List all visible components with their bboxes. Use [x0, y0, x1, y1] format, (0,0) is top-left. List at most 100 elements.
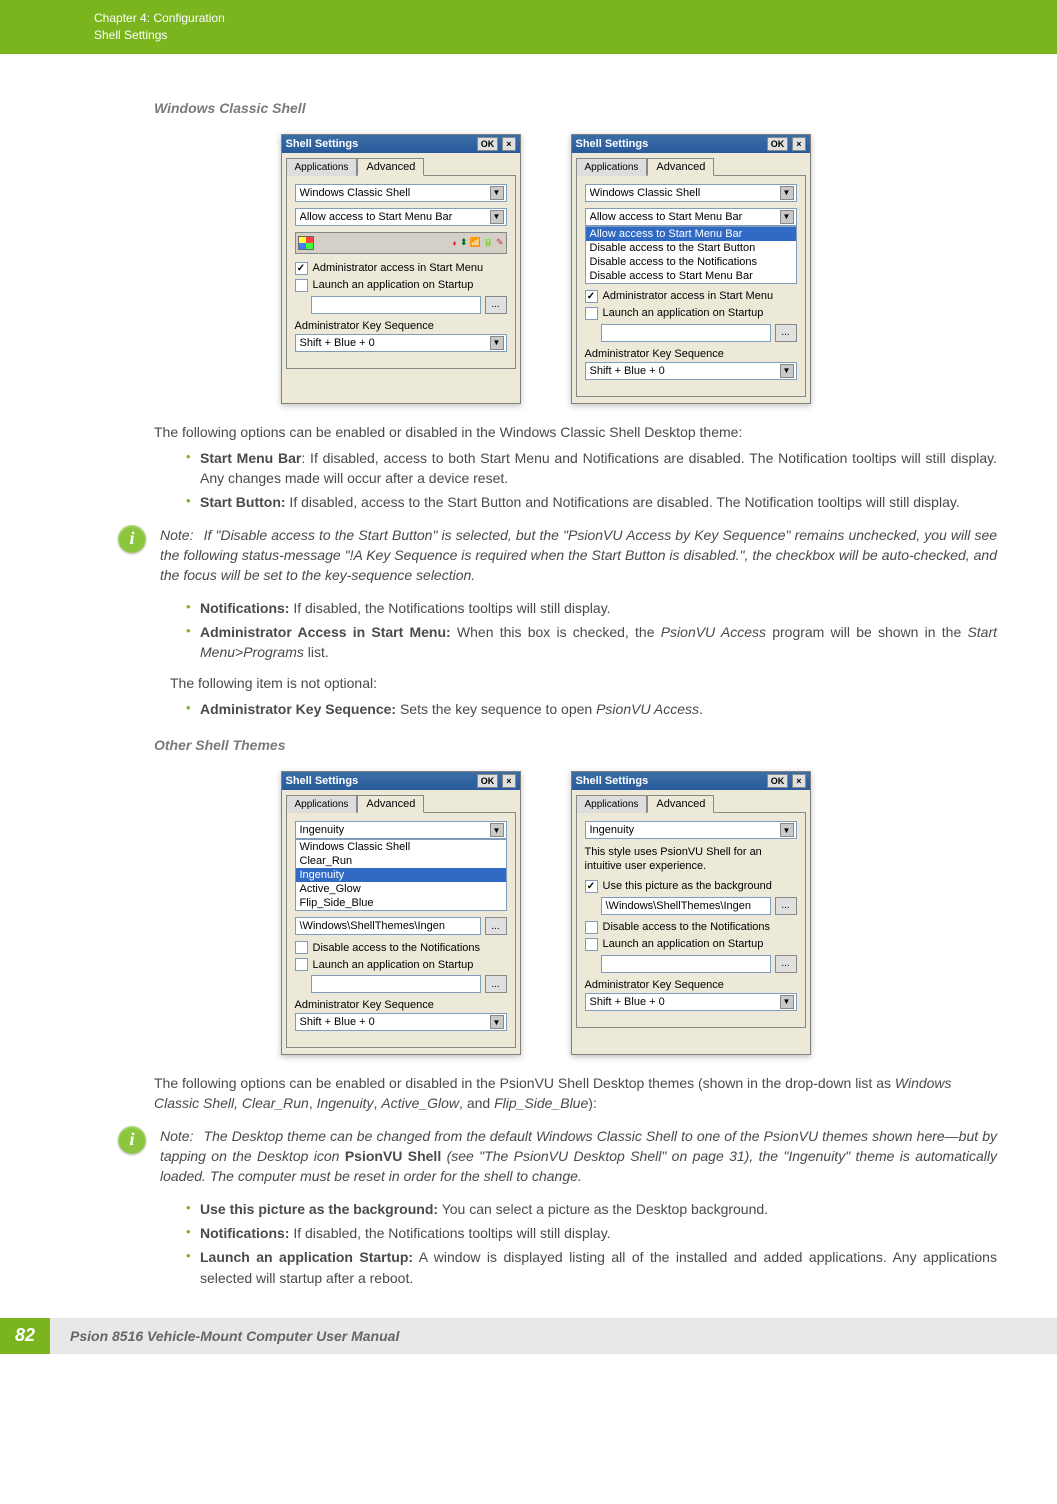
tab-applications[interactable]: Applications [286, 795, 358, 813]
close-button[interactable]: × [502, 137, 515, 151]
note-text: If "Disable access to the Start Button" … [160, 527, 997, 584]
chapter-label: Chapter 4: Configuration [94, 10, 1057, 27]
bullet-item: Administrator Access in Start Menu: When… [186, 622, 997, 663]
checkbox-launch[interactable] [585, 307, 598, 320]
tab-applications[interactable]: Applications [286, 158, 358, 176]
shell-select[interactable]: Ingenuity▼ [585, 821, 797, 839]
keyseq-select[interactable]: Shift + Blue + 0▼ [585, 993, 797, 1011]
titlebar: Shell Settings OK × [572, 135, 810, 153]
tab-applications[interactable]: Applications [576, 795, 648, 813]
page-header: Chapter 4: Configuration Shell Settings [0, 0, 1057, 54]
startup-app-input[interactable] [311, 296, 481, 314]
checkbox-launch[interactable] [295, 958, 308, 971]
checkbox-notif[interactable] [295, 941, 308, 954]
ok-button[interactable]: OK [767, 137, 789, 151]
browse-button[interactable]: ... [775, 955, 797, 973]
checkbox-admin-label: Administrator access in Start Menu [313, 262, 484, 274]
access-select[interactable]: Allow access to Start Menu Bar▼ [585, 208, 797, 226]
checkbox-admin[interactable]: ✓ [585, 290, 598, 303]
bullet-item: Administrator Key Sequence: Sets the key… [186, 699, 997, 719]
bullet-item: Notifications: If disabled, the Notifica… [186, 1223, 997, 1243]
bg-path-input[interactable]: \Windows\ShellThemes\Ingen [295, 917, 481, 935]
bullet-item: Start Button: If disabled, access to the… [186, 492, 997, 512]
browse-button[interactable]: ... [775, 324, 797, 342]
tab-advanced[interactable]: Advanced [357, 795, 424, 813]
screenshot-row-2: Shell Settings OK × Applications Advance… [94, 771, 997, 1055]
dropdown-option[interactable]: Disable access to the Start Button [586, 241, 796, 255]
system-tray: ◐⬍📶🔋✎ [453, 237, 504, 248]
chevron-down-icon: ▼ [490, 1015, 504, 1029]
keyseq-select[interactable]: Shift + Blue + 0▼ [295, 334, 507, 352]
tab-applications[interactable]: Applications [576, 158, 648, 176]
shell-select[interactable]: Ingenuity▼ [295, 821, 507, 839]
dropdown-option[interactable]: Disable access to Start Menu Bar [586, 269, 796, 283]
chevron-down-icon: ▼ [490, 336, 504, 350]
paragraph: The following options can be enabled or … [154, 1073, 997, 1114]
shell-settings-dialog-1: Shell Settings OK × Applications Advance… [281, 134, 521, 404]
close-button[interactable]: × [502, 774, 515, 788]
info-icon: i [118, 1126, 146, 1154]
section-label: Shell Settings [94, 27, 1057, 44]
info-icon: i [118, 525, 146, 553]
ok-button[interactable]: OK [767, 774, 789, 788]
chevron-down-icon: ▼ [490, 823, 504, 837]
tab-advanced[interactable]: Advanced [647, 795, 714, 813]
access-select[interactable]: Allow access to Start Menu Bar▼ [295, 208, 507, 226]
shell-settings-dialog-4: Shell Settings OK × Applications Advance… [571, 771, 811, 1055]
bullet-item: Use this picture as the background: You … [186, 1199, 997, 1219]
section-heading-2: Other Shell Themes [154, 737, 997, 753]
checkbox-launch-label: Launch an application on Startup [313, 279, 474, 291]
shell-dropdown-open[interactable]: Windows Classic Shell Clear_Run Ingenuit… [295, 839, 507, 911]
taskbar-preview: ◐⬍📶🔋✎ [295, 232, 507, 254]
ok-button[interactable]: OK [477, 774, 499, 788]
keyseq-select[interactable]: Shift + Blue + 0▼ [295, 1013, 507, 1031]
bullet-item: Start Menu Bar: If disabled, access to b… [186, 448, 997, 489]
page-content: Windows Classic Shell Shell Settings OK … [0, 54, 1057, 1288]
theme-description: This style uses PsionVU Shell for an int… [585, 845, 797, 874]
checkbox-launch[interactable] [295, 279, 308, 292]
section-heading-1: Windows Classic Shell [154, 100, 997, 116]
browse-button[interactable]: ... [485, 917, 507, 935]
shell-select[interactable]: Windows Classic Shell▼ [585, 184, 797, 202]
chevron-down-icon: ▼ [490, 210, 504, 224]
shell-settings-dialog-3: Shell Settings OK × Applications Advance… [281, 771, 521, 1055]
browse-button[interactable]: ... [485, 296, 507, 314]
titlebar: Shell Settings OK × [282, 772, 520, 790]
tab-advanced[interactable]: Advanced [357, 158, 424, 176]
startup-app-input[interactable] [601, 955, 771, 973]
tab-advanced[interactable]: Advanced [647, 158, 714, 176]
shell-select[interactable]: Windows Classic Shell▼ [295, 184, 507, 202]
dropdown-option[interactable]: Disable access to the Notifications [586, 255, 796, 269]
startup-app-input[interactable] [311, 975, 481, 993]
checkbox-launch[interactable] [585, 938, 598, 951]
keyseq-select[interactable]: Shift + Blue + 0▼ [585, 362, 797, 380]
footer-title: Psion 8516 Vehicle-Mount Computer User M… [50, 1318, 1057, 1354]
bg-path-input[interactable]: \Windows\ShellThemes\Ingen [601, 897, 771, 915]
page-footer: 82 Psion 8516 Vehicle-Mount Computer Use… [0, 1318, 1057, 1354]
checkbox-admin[interactable]: ✓ [295, 262, 308, 275]
dropdown-option[interactable]: Allow access to Start Menu Bar [586, 227, 796, 241]
checkbox-bg[interactable]: ✓ [585, 880, 598, 893]
titlebar: Shell Settings OK × [572, 772, 810, 790]
windows-flag-icon [298, 236, 314, 250]
browse-button[interactable]: ... [485, 975, 507, 993]
chevron-down-icon: ▼ [490, 186, 504, 200]
shell-settings-dialog-2: Shell Settings OK × Applications Advance… [571, 134, 811, 404]
chevron-down-icon: ▼ [780, 186, 794, 200]
checkbox-notif[interactable] [585, 921, 598, 934]
close-button[interactable]: × [792, 137, 805, 151]
paragraph: The following options can be enabled or … [154, 422, 997, 442]
note-block: i Note: The Desktop theme can be changed… [118, 1126, 997, 1187]
screenshot-row-1: Shell Settings OK × Applications Advance… [94, 134, 997, 404]
browse-button[interactable]: ... [775, 897, 797, 915]
startup-app-input[interactable] [601, 324, 771, 342]
note-label: Note: [160, 527, 199, 543]
chevron-down-icon: ▼ [780, 823, 794, 837]
chevron-down-icon: ▼ [780, 364, 794, 378]
bullet-item: Launch an application Startup: A window … [186, 1247, 997, 1288]
ok-button[interactable]: OK [477, 137, 499, 151]
close-button[interactable]: × [792, 774, 805, 788]
keyseq-label: Administrator Key Sequence [295, 320, 507, 332]
chevron-down-icon: ▼ [780, 210, 794, 224]
access-dropdown-open[interactable]: Allow access to Start Menu Bar Disable a… [585, 226, 797, 284]
